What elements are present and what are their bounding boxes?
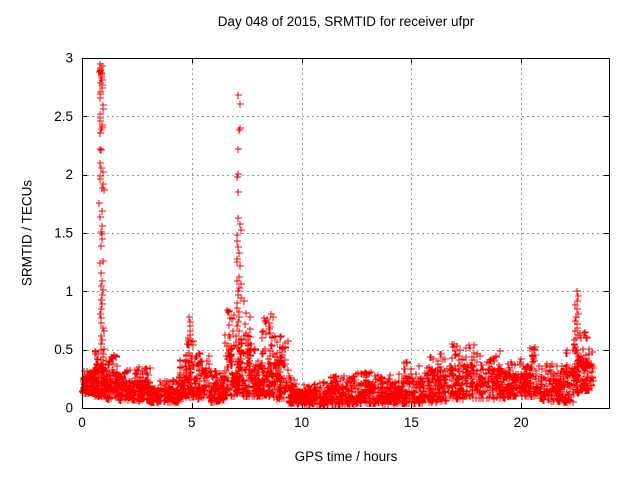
x-tick-label: 5: [188, 415, 196, 430]
grid-lines: [82, 58, 609, 408]
chart-title: Day 048 of 2015, SRMTID for receiver ufp…: [217, 14, 475, 29]
x-tick-label: 10: [294, 415, 309, 430]
x-tick-label: 0: [78, 415, 86, 430]
data-points: [79, 61, 597, 408]
y-tick-label: 2: [65, 167, 73, 182]
y-tick-label: 3: [65, 51, 73, 66]
y-tick-label: 1.5: [54, 226, 73, 241]
y-tick-label: 1: [65, 284, 73, 299]
x-tick-label: 15: [404, 415, 419, 430]
tick-marks: [82, 58, 609, 409]
y-tick-label: 2.5: [54, 109, 73, 124]
x-axis-label: GPS time / hours: [294, 449, 398, 464]
y-tick-label: 0.5: [54, 342, 73, 357]
x-tick-label: 20: [514, 415, 529, 430]
y-tick-label: 0: [65, 401, 73, 416]
